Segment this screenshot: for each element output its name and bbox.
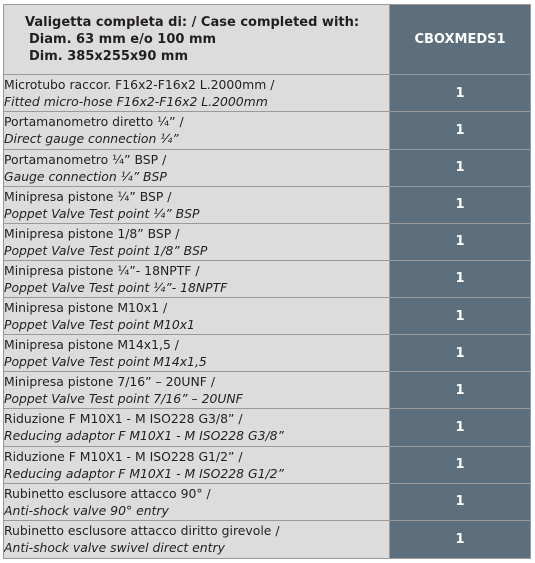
row-description: Minipresa pistone M14x1,5 / Poppet Valve… <box>3 334 390 373</box>
row-description: Minipresa pistone ¼” BSP / Poppet Valve … <box>3 185 390 224</box>
row-text-italian: Minipresa pistone ¼” BSP / <box>4 188 172 204</box>
header-diameter: Diam. 63 mm e/o 100 mm <box>29 32 217 48</box>
row-quantity: 1 <box>389 148 531 187</box>
row-quantity: 1 <box>389 371 531 410</box>
row-quantity: 1 <box>389 482 531 521</box>
row-quantity: 1 <box>389 296 531 336</box>
product-code: CBOXMEDS1 <box>389 3 531 76</box>
header-dimensions: Dim. 385x255x90 mm <box>29 49 189 65</box>
row-description: Minipresa pistone M10x1 / Poppet Valve T… <box>3 296 390 336</box>
table-row: Minipresa pistone ¼” BSP / Poppet Valve … <box>3 185 531 224</box>
row-text-english: Reducing adaptor F M10X1 - M ISO228 G3/8… <box>4 428 284 444</box>
row-text-english: Poppet Valve Test point 7/16” – 20UNF <box>4 391 243 407</box>
row-quantity: 1 <box>389 445 531 484</box>
table-row: Portamanometro ¼” BSP / Gauge connection… <box>3 148 531 187</box>
row-description: Rubinetto esclusore attacco diritto gire… <box>3 519 390 560</box>
row-quantity: 1 <box>389 222 531 261</box>
table-row: Riduzione F M10X1 - M ISO228 G3/8” / Red… <box>3 408 531 447</box>
row-text-italian: Minipresa pistone M10x1 / <box>4 300 168 316</box>
table-row: Minipresa pistone M14x1,5 / Poppet Valve… <box>3 334 531 373</box>
table-row: Portamanometro diretto ¼” / Direct gauge… <box>3 111 531 150</box>
row-text-italian: Rubinetto esclusore attacco 90° / <box>4 485 211 501</box>
table-row: Minipresa pistone ¼”- 18NPTF / Poppet Va… <box>3 259 531 299</box>
row-quantity: 1 <box>389 74 531 113</box>
row-quantity: 1 <box>389 334 531 373</box>
row-text-italian: Minipresa pistone 7/16” – 20UNF / <box>4 374 216 390</box>
row-description: Minipresa pistone 1/8” BSP / Poppet Valv… <box>3 222 390 261</box>
row-text-english: Poppet Valve Test point M14x1,5 <box>4 354 207 370</box>
row-description: Riduzione F M10X1 - M ISO228 G3/8” / Red… <box>3 408 390 447</box>
row-description: Rubinetto esclusore attacco 90° / Anti-s… <box>3 482 390 521</box>
row-quantity: 1 <box>389 408 531 447</box>
row-description: Minipresa pistone 7/16” – 20UNF / Poppet… <box>3 371 390 410</box>
row-text-english: Poppet Valve Test point 1/8” BSP <box>4 242 208 258</box>
row-quantity: 1 <box>389 259 531 299</box>
header-description: Valigetta completa di: / Case completed … <box>3 3 390 76</box>
header-title: Valigetta completa di: / Case completed … <box>25 15 360 31</box>
row-text-italian: Microtubo raccor. F16x2-F16x2 L.2000mm / <box>4 77 275 93</box>
table-row: Riduzione F M10X1 - M ISO228 G1/2” / Red… <box>3 445 531 484</box>
table-row: Microtubo raccor. F16x2-F16x2 L.2000mm /… <box>3 74 531 113</box>
row-text-english: Anti-shock valve swivel direct entry <box>4 540 225 556</box>
table-row: Minipresa pistone 7/16” – 20UNF / Poppet… <box>3 371 531 410</box>
row-description: Portamanometro ¼” BSP / Gauge connection… <box>3 148 390 187</box>
row-text-english: Poppet Valve Test point ¼”- 18NPTF <box>4 279 228 295</box>
row-text-english: Poppet Valve Test point ¼” BSP <box>4 205 200 221</box>
row-quantity: 1 <box>389 111 531 150</box>
row-text-english: Poppet Valve Test point M10x1 <box>4 317 195 333</box>
table-row: Minipresa pistone 1/8” BSP / Poppet Valv… <box>3 222 531 261</box>
row-text-italian: Riduzione F M10X1 - M ISO228 G3/8” / <box>4 411 243 427</box>
table-row: Rubinetto esclusore attacco 90° / Anti-s… <box>3 482 531 521</box>
row-text-italian: Portamanometro diretto ¼” / <box>4 114 184 130</box>
row-description: Microtubo raccor. F16x2-F16x2 L.2000mm /… <box>3 74 390 113</box>
row-text-english: Fitted micro-hose F16x2-F16x2 L.2000mm <box>4 94 268 110</box>
table-row: Minipresa pistone M10x1 / Poppet Valve T… <box>3 296 531 336</box>
row-text-english: Gauge connection ¼” BSP <box>4 168 167 184</box>
row-text-italian: Rubinetto esclusore attacco diritto gire… <box>4 523 280 539</box>
row-description: Minipresa pistone ¼”- 18NPTF / Poppet Va… <box>3 259 390 299</box>
row-text-english: Direct gauge connection ¼” <box>4 131 179 147</box>
table-row: Rubinetto esclusore attacco diritto gire… <box>3 519 531 560</box>
row-text-italian: Minipresa pistone M14x1,5 / <box>4 337 179 353</box>
kit-contents-table: Valigetta completa di: / Case completed … <box>3 3 531 560</box>
row-text-italian: Minipresa pistone 1/8” BSP / <box>4 225 180 241</box>
row-text-english: Reducing adaptor F M10X1 - M ISO228 G1/2… <box>4 465 284 481</box>
row-text-italian: Riduzione F M10X1 - M ISO228 G1/2” / <box>4 448 243 464</box>
row-quantity: 1 <box>389 185 531 224</box>
row-quantity: 1 <box>389 519 531 560</box>
row-text-italian: Portamanometro ¼” BSP / <box>4 151 167 167</box>
row-description: Portamanometro diretto ¼” / Direct gauge… <box>3 111 390 150</box>
row-text-italian: Minipresa pistone ¼”- 18NPTF / <box>4 262 200 278</box>
header-row: Valigetta completa di: / Case completed … <box>3 3 531 76</box>
row-text-english: Anti-shock valve 90° entry <box>4 502 169 518</box>
row-description: Riduzione F M10X1 - M ISO228 G1/2” / Red… <box>3 445 390 484</box>
